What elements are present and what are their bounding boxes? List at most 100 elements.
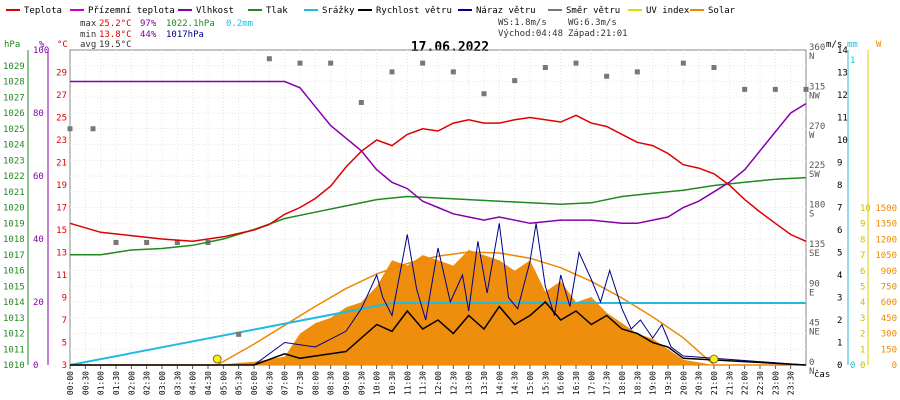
- pressure-tick: 1013: [3, 314, 25, 324]
- wind-dir-tick-label: NW: [809, 91, 820, 101]
- x-axis: 00:00 00:30 01:00 01:30 02:00 02:30 03:00 03:30…: [66, 365, 796, 395]
- wind-gust-line: [70, 223, 807, 366]
- wind-dir-tick-label: E: [809, 288, 814, 298]
- uv-tick: 3: [860, 314, 865, 324]
- x-axis-time-label: čas: [814, 369, 830, 380]
- humidity-tick: 0: [33, 361, 38, 371]
- left-axes: 1010 1011 1012 1013 1014 1015 1016 1017 1018 1019…: [3, 46, 67, 371]
- pressure-tick: 1022: [3, 172, 25, 182]
- x-tick-label: 11:30: [419, 371, 428, 395]
- solar-area: [70, 249, 806, 365]
- temperature-tick: 7: [62, 316, 67, 326]
- wind-dir-point: [711, 65, 717, 70]
- stat-max-rain: 0.2mm: [226, 19, 253, 29]
- wind-dir-point: [236, 331, 242, 337]
- temperature-tick: 21: [56, 159, 67, 169]
- stat-min-label: min: [80, 30, 96, 40]
- wind-speed-tick: 11: [837, 114, 848, 124]
- solar-tick: 900: [881, 267, 897, 277]
- solar-theoretical-line: [70, 251, 806, 366]
- x-tick-label: 09:00: [342, 371, 351, 395]
- stat-sunset: Západ:21:01: [568, 29, 628, 39]
- wind-dir-tick-deg: 90: [809, 279, 820, 289]
- temperature-tick: 27: [56, 91, 67, 101]
- stat-max-label: max: [80, 19, 97, 29]
- x-tick-label: 20:00: [679, 371, 688, 395]
- temperature-tick: 23: [56, 136, 67, 146]
- wind-speed-tick: 5: [837, 249, 842, 259]
- x-tick-label: 03:30: [173, 371, 182, 395]
- unit-w: W: [876, 40, 882, 50]
- wind-dir-point: [297, 60, 303, 66]
- wind-speed-tick: 14: [837, 46, 848, 56]
- wind-speed-line: [70, 300, 807, 366]
- x-tick-label: 05:00: [219, 371, 228, 395]
- solar-tick: 1350: [875, 220, 897, 230]
- uv-tick: 7: [860, 251, 865, 261]
- solar-tick: 750: [881, 283, 897, 293]
- wind-speed-tick: 12: [837, 91, 848, 101]
- x-tick-label: 06:00: [250, 371, 259, 395]
- x-tick-label: 09:30: [357, 371, 366, 395]
- pressure-tick: 1020: [3, 204, 25, 214]
- wind-speed-tick: 13: [837, 69, 848, 79]
- x-tick-label: 16:30: [572, 371, 581, 395]
- x-tick-label: 01:30: [112, 371, 121, 395]
- wind-dir-point: [328, 60, 334, 66]
- x-tick-label: 19:30: [664, 371, 673, 395]
- unit-ms: m/s: [826, 40, 842, 50]
- wind-dir-point: [358, 100, 364, 105]
- wind-speed-tick: 0: [837, 361, 842, 371]
- uv-tick: 1: [860, 345, 865, 355]
- wind-dir-point: [113, 240, 119, 245]
- uv-tick: 2: [860, 330, 865, 340]
- humidity-tick: 20: [33, 298, 44, 308]
- legend-label: Solar: [708, 6, 736, 16]
- uv-tick: 0: [860, 361, 865, 371]
- solar-tick: 600: [881, 298, 897, 308]
- pressure-tick: 1028: [3, 78, 25, 88]
- unit-hpa: hPa: [4, 40, 20, 50]
- pressure-tick: 1024: [3, 141, 25, 151]
- wind-dir-tick-deg: 225: [809, 161, 825, 171]
- x-tick-label: 08:30: [327, 371, 336, 395]
- x-tick-label: 17:30: [603, 371, 612, 395]
- temperature-tick: 15: [56, 226, 67, 236]
- pressure-tick: 1016: [3, 267, 25, 277]
- x-tick-label: 13:30: [480, 371, 489, 395]
- stats-panel: max 25.2°C 97% 1022.1hPa 0.2mm min 13.8°…: [80, 18, 628, 50]
- pressure-tick: 1019: [3, 219, 25, 229]
- x-tick-label: 06:30: [265, 371, 274, 395]
- humidity-line: [70, 80, 807, 225]
- wind-dir-tick-label: NE: [809, 328, 820, 338]
- humidity-tick: 80: [33, 109, 44, 119]
- x-tick-label: 07:30: [296, 371, 305, 395]
- wind-speed-tick: 3: [837, 294, 842, 304]
- wind-dir-tick-label: SE: [809, 249, 820, 259]
- wind-speed-tick: 7: [837, 204, 842, 214]
- temperature-tick: 19: [56, 181, 67, 191]
- solar-tick: 1050: [875, 251, 897, 261]
- temperature-tick: 5: [62, 339, 67, 349]
- x-tick-label: 13:00: [465, 371, 474, 395]
- uv-tick: 6: [860, 267, 865, 277]
- stat-max-press: 1022.1hPa: [166, 19, 215, 29]
- uv-tick: 10: [860, 204, 871, 214]
- wind-dir-point: [680, 60, 686, 66]
- x-tick-label: 04:30: [204, 371, 213, 395]
- wind-dir-point: [634, 69, 640, 75]
- wind-dir-tick-label: N: [809, 52, 814, 62]
- temperature-tick: 29: [56, 69, 67, 79]
- x-tick-label: 22:30: [756, 371, 765, 395]
- stat-sunrise: Východ:04:48: [498, 29, 563, 39]
- x-tick-label: 02:00: [127, 371, 136, 395]
- x-tick-label: 00:30: [81, 371, 90, 395]
- wind-dir-tick-deg: 0: [809, 358, 814, 368]
- x-tick-label: 12:00: [434, 371, 443, 395]
- wind-speed-tick: 9: [837, 159, 842, 169]
- wind-dir-point: [742, 86, 748, 92]
- wind-dir-point: [420, 60, 426, 66]
- x-tick-label: 18:00: [618, 371, 627, 395]
- pressure-tick: 1023: [3, 156, 25, 166]
- x-tick-label: 08:00: [311, 371, 320, 395]
